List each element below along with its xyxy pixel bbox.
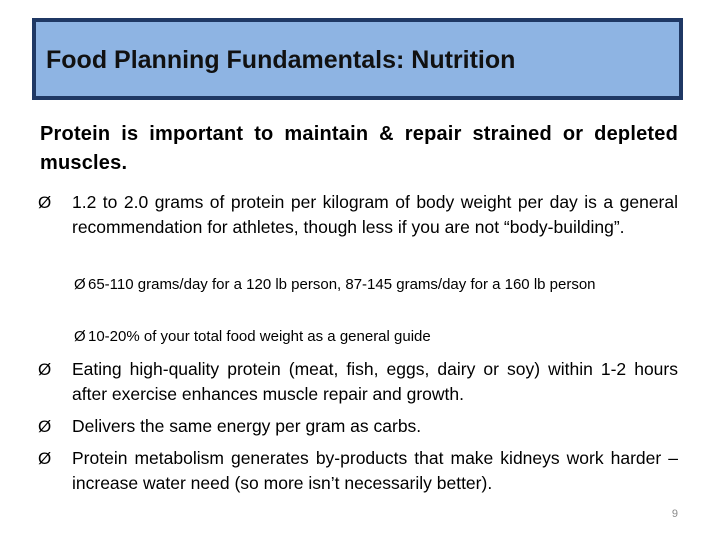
title-banner: Food Planning Fundamentals: Nutrition bbox=[32, 18, 683, 100]
arrow-bullet-icon: Ø bbox=[74, 276, 86, 293]
bullet-text: Eating high-quality protein (meat, fish,… bbox=[72, 359, 678, 404]
bullet-text: Protein metabolism generates by-products… bbox=[72, 448, 678, 493]
bullet-protein-recommendation: Ø 1.2 to 2.0 grams of protein per kilogr… bbox=[38, 190, 678, 240]
subbullet-food-weight: Ø 10-20% of your total food weight as a … bbox=[74, 326, 678, 348]
slide-title: Food Planning Fundamentals: Nutrition bbox=[46, 46, 516, 74]
bullet-metabolism: Ø Protein metabolism generates by-produc… bbox=[38, 446, 678, 496]
arrow-bullet-icon: Ø bbox=[38, 417, 52, 436]
subbullet-grams-per-day: Ø 65-110 grams/day for a 120 lb person, … bbox=[74, 274, 678, 296]
intro-statement: Protein is important to maintain & repai… bbox=[40, 123, 678, 174]
subbullet-text: 10-20% of your total food weight as a ge… bbox=[88, 328, 431, 345]
arrow-bullet-icon: Ø bbox=[38, 360, 52, 379]
bullet-text: Delivers the same energy per gram as car… bbox=[72, 416, 422, 436]
arrow-bullet-icon: Ø bbox=[74, 328, 86, 345]
bullet-text: 1.2 to 2.0 grams of protein per kilogram… bbox=[72, 192, 678, 237]
bullet-energy: Ø Delivers the same energy per gram as c… bbox=[38, 414, 678, 439]
subbullet-text: 65-110 grams/day for a 120 lb person, 87… bbox=[88, 276, 596, 293]
arrow-bullet-icon: Ø bbox=[38, 449, 52, 468]
bullet-eating-protein: Ø Eating high-quality protein (meat, fis… bbox=[38, 357, 678, 407]
page-number: 9 bbox=[671, 508, 678, 520]
arrow-bullet-icon: Ø bbox=[38, 193, 52, 212]
